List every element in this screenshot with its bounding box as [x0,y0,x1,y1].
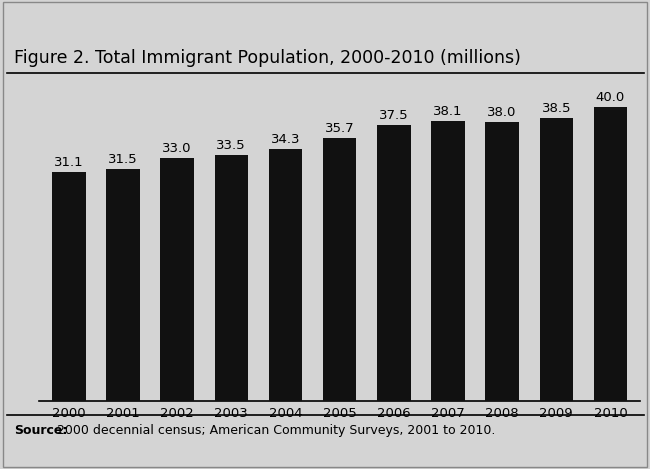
Text: Source:: Source: [14,424,68,437]
Text: 40.0: 40.0 [596,91,625,104]
Bar [214,155,248,401]
Text: 38.1: 38.1 [433,105,463,118]
Text: 2000 decennial census; American Community Surveys, 2001 to 2010.: 2000 decennial census; American Communit… [57,424,495,437]
Bar [431,121,465,401]
Bar [161,159,194,401]
Bar [106,169,140,401]
Bar [486,121,519,401]
Text: 31.5: 31.5 [108,153,138,166]
Text: 34.3: 34.3 [270,133,300,146]
Bar [593,107,627,401]
Bar [377,125,411,401]
Text: 33.5: 33.5 [216,139,246,151]
Text: 35.7: 35.7 [325,122,354,136]
Text: Figure 2. Total Immigrant Population, 2000-2010 (millions): Figure 2. Total Immigrant Population, 20… [14,49,521,67]
Text: 37.5: 37.5 [379,109,409,122]
Text: 33.0: 33.0 [162,143,192,155]
Bar [52,172,86,401]
Bar [540,118,573,401]
Bar [323,138,356,401]
Text: 38.0: 38.0 [488,106,517,119]
Text: 31.1: 31.1 [54,156,84,169]
Text: 38.5: 38.5 [541,102,571,115]
Bar [268,149,302,401]
